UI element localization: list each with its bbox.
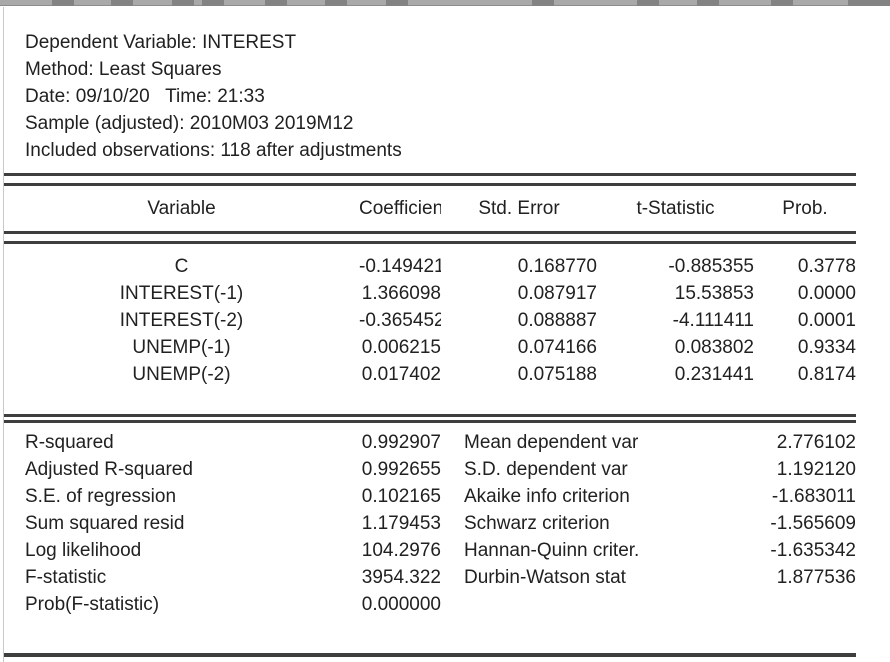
stat-value: 2.776102 xyxy=(776,432,856,453)
stat-value: 0.992655 xyxy=(361,459,441,480)
stat-value: 1.877536 xyxy=(776,567,856,588)
stats-row: S.E. of regression 0.102165 Akaike info … xyxy=(4,483,856,510)
summary-statistics-table: R-squared 0.992907 Mean dependent var 2.… xyxy=(4,429,856,618)
column-boundary-mark xyxy=(325,0,347,6)
column-boundary-mark xyxy=(532,0,554,6)
t-statistic-cell: -0.885355 xyxy=(668,256,754,277)
column-boundary-mark xyxy=(848,0,890,6)
stats-row: F-statistic 3954.322 Durbin-Watson stat … xyxy=(4,564,856,591)
stat-value: 0.000000 xyxy=(361,594,441,615)
stat-label: Sum squared resid xyxy=(25,513,185,534)
dependent-variable-line: Dependent Variable: INTEREST xyxy=(25,32,297,53)
sample-line: Sample (adjusted): 2010M03 2019M12 xyxy=(25,113,354,134)
col-header-variable: Variable xyxy=(147,198,216,219)
stats-row: Log likelihood 104.2976 Hannan-Quinn cri… xyxy=(4,537,856,564)
coefficient-cell: 1.366098 xyxy=(361,283,441,304)
std-error-cell: 0.088887 xyxy=(517,310,597,331)
double-rule xyxy=(4,231,856,244)
std-error-cell: 0.087917 xyxy=(517,283,597,304)
method-line: Method: Least Squares xyxy=(25,59,222,80)
stat-label: R-squared xyxy=(25,432,114,453)
stat-label: Durbin-Watson stat xyxy=(464,567,626,588)
coefficients-table: C -0.149421 0.168770 -0.885355 0.3778 IN… xyxy=(4,253,856,388)
stat-label: Schwarz criterion xyxy=(464,513,610,534)
date-time-line: Date: 09/10/20 Time: 21:33 xyxy=(25,86,265,107)
stat-value: 1.179453 xyxy=(361,513,441,534)
stat-label: S.D. dependent var xyxy=(464,459,628,480)
double-rule xyxy=(4,414,856,423)
spreadsheet-header-strip xyxy=(0,0,890,6)
stat-label: Mean dependent var xyxy=(464,432,639,453)
coefficients-header-table: Variable Coefficient Std. Error t-Statis… xyxy=(4,186,856,231)
stat-label: S.E. of regression xyxy=(25,486,177,507)
coefficient-cell: -0.365452 xyxy=(359,310,441,331)
table-row: INTEREST(-2) -0.365452 0.088887 -4.11141… xyxy=(4,307,856,334)
col-header-t-statistic: t-Statistic xyxy=(636,198,715,219)
prob-cell: 0.0000 xyxy=(797,283,856,304)
stats-row: Prob(F-statistic) 0.000000 xyxy=(4,591,856,618)
variable-cell: C xyxy=(174,256,189,277)
col-header-coefficient: Coefficient xyxy=(359,198,441,219)
prob-cell: 0.3778 xyxy=(797,256,856,277)
prob-cell: 0.0001 xyxy=(797,310,856,331)
stat-label xyxy=(441,591,691,618)
t-statistic-cell: 0.231441 xyxy=(674,364,754,385)
coefficient-cell: 0.006215 xyxy=(361,337,441,358)
variable-cell: INTEREST(-2) xyxy=(119,310,244,331)
stat-label: F-statistic xyxy=(25,567,107,588)
t-statistic-cell: 15.53853 xyxy=(674,283,754,304)
table-row: INTEREST(-1) 1.366098 0.087917 15.53853 … xyxy=(4,280,856,307)
coefficient-cell: -0.149421 xyxy=(359,256,441,277)
t-statistic-cell: -4.111411 xyxy=(672,310,754,331)
single-rule xyxy=(4,653,856,657)
prob-cell: 0.9334 xyxy=(797,337,856,358)
stat-value: -1.565609 xyxy=(770,513,856,534)
output-header: Dependent Variable: INTEREST Method: Lea… xyxy=(4,6,856,173)
window-left-border xyxy=(3,7,4,662)
stat-value: 0.102165 xyxy=(361,486,441,507)
table-row: C -0.149421 0.168770 -0.885355 0.3778 xyxy=(4,253,856,280)
std-error-cell: 0.074166 xyxy=(517,337,597,358)
stat-label: Akaike info criterion xyxy=(464,486,630,507)
stat-label: Prob(F-statistic) xyxy=(25,594,160,615)
variable-cell: INTEREST(-1) xyxy=(119,283,244,304)
observations-line: Included observations: 118 after adjustm… xyxy=(25,140,402,161)
stat-value: 104.2976 xyxy=(361,540,441,561)
stat-label: Log likelihood xyxy=(25,540,142,561)
column-boundary-mark xyxy=(172,0,194,6)
column-boundary-mark xyxy=(202,0,224,6)
table-row: UNEMP(-2) 0.017402 0.075188 0.231441 0.8… xyxy=(4,361,856,388)
column-boundary-mark xyxy=(52,0,74,6)
table-row: UNEMP(-1) 0.006215 0.074166 0.083802 0.9… xyxy=(4,334,856,361)
stat-label: Hannan-Quinn criter. xyxy=(464,540,640,561)
prob-cell: 0.8174 xyxy=(797,364,856,385)
stats-row: R-squared 0.992907 Mean dependent var 2.… xyxy=(4,429,856,456)
stat-label: Adjusted R-squared xyxy=(25,459,193,480)
column-boundary-mark xyxy=(771,0,793,6)
std-error-cell: 0.075188 xyxy=(517,364,597,385)
stat-value xyxy=(691,591,856,618)
column-boundary-mark xyxy=(111,0,133,6)
col-header-std-error: Std. Error xyxy=(478,198,560,219)
stats-row: Sum squared resid 1.179453 Schwarz crite… xyxy=(4,510,856,537)
column-header-row: Variable Coefficient Std. Error t-Statis… xyxy=(4,186,856,231)
equation-output: Dependent Variable: INTEREST Method: Lea… xyxy=(4,6,856,657)
coefficient-cell: 0.017402 xyxy=(361,364,441,385)
column-boundary-mark xyxy=(637,0,659,6)
stat-value: 1.192120 xyxy=(776,459,856,480)
stat-value: -1.635342 xyxy=(770,540,856,561)
stat-value: -1.683011 xyxy=(771,486,856,507)
column-boundary-mark xyxy=(386,0,408,6)
column-boundary-mark xyxy=(697,0,719,6)
variable-cell: UNEMP(-2) xyxy=(132,364,231,385)
column-boundary-mark xyxy=(265,0,287,6)
double-rule xyxy=(4,173,856,186)
col-header-prob: Prob. xyxy=(782,198,828,219)
stat-value: 0.992907 xyxy=(361,432,441,453)
variable-cell: UNEMP(-1) xyxy=(132,337,231,358)
stat-value: 3954.322 xyxy=(361,567,441,588)
stats-row: Adjusted R-squared 0.992655 S.D. depende… xyxy=(4,456,856,483)
t-statistic-cell: 0.083802 xyxy=(674,337,754,358)
std-error-cell: 0.168770 xyxy=(517,256,597,277)
